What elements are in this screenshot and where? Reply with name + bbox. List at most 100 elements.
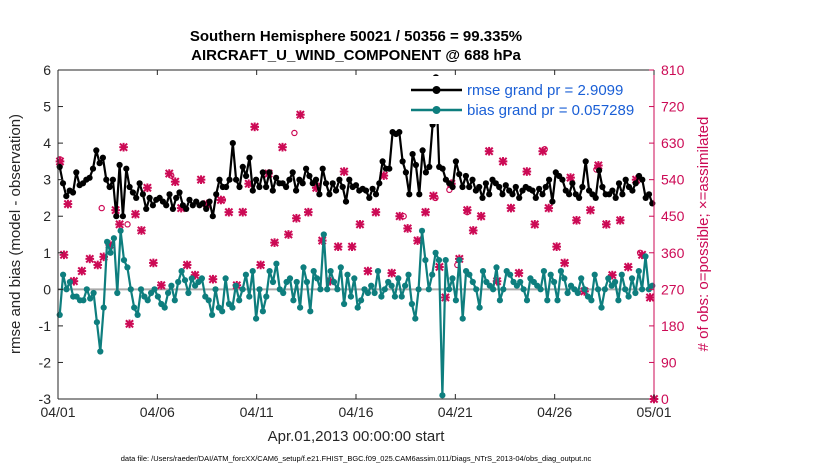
obs-assimilated-marker [85, 254, 95, 264]
rmse-point [322, 180, 330, 187]
y-left-tick-label: 0 [43, 281, 51, 297]
rmse-point [116, 161, 123, 169]
rmse-point [609, 187, 616, 194]
rmse-point [499, 191, 506, 198]
bias-point [114, 289, 121, 297]
rmse-point [176, 189, 183, 196]
x-tick-label: 04/01 [40, 404, 75, 420]
obs-assimilated-marker [284, 230, 293, 239]
bias-point [120, 257, 128, 264]
y-right-tick-label: 630 [661, 135, 685, 151]
rmse-point [316, 191, 323, 198]
rmse-point [645, 191, 653, 198]
bias-point [418, 227, 426, 234]
bias-point [561, 275, 568, 282]
x-tick-label: 04/06 [140, 404, 175, 420]
bias-point [222, 275, 229, 282]
obs-assimilated-marker [615, 215, 625, 225]
bias-point [165, 289, 172, 297]
bias-point [314, 275, 321, 282]
bias-point [144, 297, 151, 304]
rmse-point [612, 194, 619, 201]
rmse-point [615, 180, 623, 187]
bias-point [591, 271, 598, 278]
bias-point [117, 227, 124, 234]
rmse-point [183, 205, 190, 212]
obs-assimilated-marker [544, 203, 554, 213]
obs-assimilated-marker [552, 242, 561, 252]
rmse-point [549, 198, 556, 205]
bias-point [219, 308, 226, 315]
legend-bias-label: bias grand pr = 0.057289 [467, 102, 634, 119]
rmse-point [273, 174, 280, 181]
bias-point [523, 297, 531, 304]
legend: rmse grand pr = 2.9099 bias grand pr = 0… [400, 76, 646, 124]
rmse-point [369, 185, 376, 192]
bias-point [408, 300, 415, 308]
bias-point [134, 311, 141, 318]
bias-point [330, 278, 338, 286]
bias-point [137, 286, 145, 293]
bias-point [622, 286, 629, 293]
obs-possible-marker [464, 208, 471, 216]
rmse-point [406, 191, 413, 198]
rmse-point [146, 194, 153, 201]
obs-possible-marker [291, 129, 298, 137]
bias-point [476, 304, 483, 311]
obs-assimilated-marker [256, 260, 265, 270]
obs-assimilated-marker [572, 215, 581, 225]
bias-point [632, 289, 639, 297]
bias-point [422, 257, 429, 264]
bias-point [605, 275, 612, 282]
obs-assimilated-marker [645, 293, 655, 302]
rmse-point [342, 198, 350, 205]
y-left-tick-label: 3 [43, 172, 51, 188]
bias-point [242, 271, 249, 278]
rmse-point [286, 176, 293, 183]
chart-title-line1: Southern Hemisphere 50021 / 50356 = 99.3… [190, 28, 522, 45]
rmse-point [133, 194, 140, 201]
bias-point [198, 275, 205, 282]
bias-point [209, 311, 216, 318]
obs-assimilated-marker [355, 220, 365, 229]
bias-point [588, 297, 595, 304]
rmse-point [163, 202, 170, 209]
plot-area [58, 70, 654, 399]
rmse-point [399, 158, 406, 165]
x-tick-label: 04/26 [537, 404, 572, 420]
rmse-point [136, 180, 143, 187]
rmse-point [516, 194, 523, 201]
bias-point [449, 275, 456, 282]
bias-point [337, 264, 344, 271]
bias-point [388, 282, 395, 289]
y-right-tick-label: 450 [661, 208, 685, 224]
bias-point [347, 293, 354, 300]
bias-point [124, 264, 131, 271]
x-tick-label: 05/01 [636, 404, 671, 420]
obs-assimilated-marker [530, 220, 540, 229]
obs-possible-marker [400, 213, 407, 220]
bias-point [442, 257, 449, 264]
rmse-point [386, 165, 393, 172]
y-left-tick-label: 1 [43, 245, 51, 261]
rmse-point [512, 183, 519, 191]
bias-point [154, 293, 161, 300]
rmse-point [312, 176, 320, 183]
rmse-point [546, 176, 553, 183]
rmse-point [396, 129, 403, 136]
bias-point [307, 308, 314, 315]
bias-point [286, 275, 294, 282]
bias-point [175, 278, 182, 286]
rmse-point [459, 183, 466, 191]
obs-assimilated-marker [137, 226, 146, 235]
rmse-point [213, 191, 220, 198]
bias-point [371, 289, 378, 297]
obs-assimilated-marker [278, 142, 287, 152]
legend-rmse-label: rmse grand pr = 2.9099 [467, 82, 623, 99]
rmse-point [426, 163, 433, 170]
rmse-point [476, 183, 483, 191]
bias-point [297, 304, 304, 311]
obs-assimilated-marker [607, 270, 617, 280]
rmse-point [629, 187, 636, 194]
